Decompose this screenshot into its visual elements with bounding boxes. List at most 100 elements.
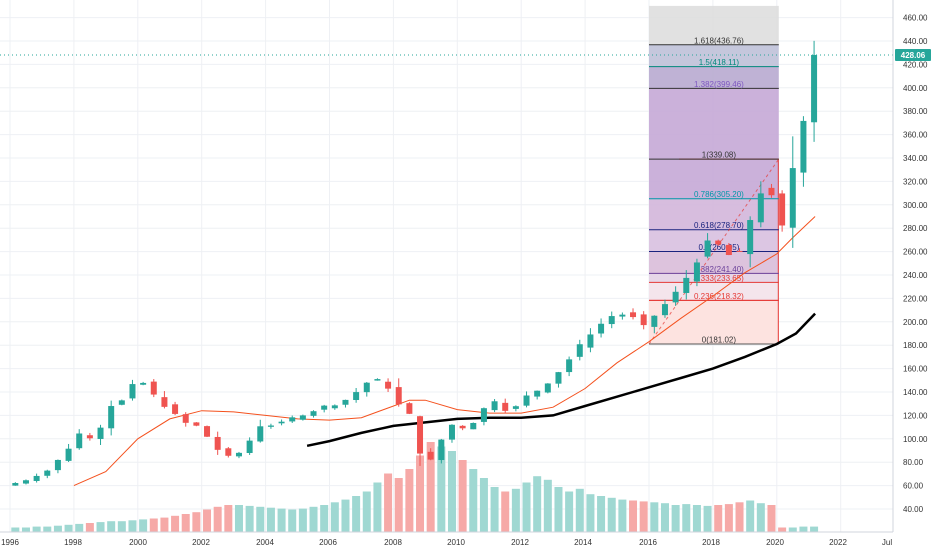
candle-body — [502, 402, 509, 411]
y-tick-label: 160.00 — [903, 365, 928, 374]
volume-bar — [213, 506, 222, 532]
volume-bar — [501, 491, 510, 532]
candle-body — [576, 344, 583, 357]
volume-bar — [682, 504, 691, 532]
volume-bar — [469, 469, 478, 532]
y-tick-label: 120.00 — [903, 411, 928, 420]
volume-bar — [746, 500, 755, 532]
volume-bar — [543, 479, 552, 532]
candle-body — [704, 240, 711, 257]
price-axis-bg — [893, 0, 932, 550]
x-tick-label: 2008 — [384, 538, 402, 547]
volume-bar — [607, 497, 616, 532]
volume-bar — [32, 526, 41, 532]
candle-body — [118, 400, 125, 405]
volume-bar — [330, 502, 339, 532]
volume-bar — [714, 505, 723, 532]
candle-body — [150, 381, 157, 395]
volume-bar — [671, 505, 680, 532]
y-tick-label: 220.00 — [903, 294, 928, 303]
candle-body — [108, 406, 115, 429]
y-tick-label: 200.00 — [903, 318, 928, 327]
x-tick-label: 2020 — [766, 538, 784, 547]
candle-body — [395, 387, 402, 405]
y-tick-label: 280.00 — [903, 224, 928, 233]
volume-bar — [245, 505, 254, 532]
candle-body — [417, 416, 424, 454]
candle-body — [566, 359, 573, 373]
candle-body — [214, 436, 221, 450]
candle-body — [374, 379, 381, 381]
candle-body — [129, 384, 136, 399]
x-tick-label: 2002 — [192, 538, 210, 547]
fib-level-label: 0.5(260.05) — [698, 243, 739, 252]
volume-bar — [181, 514, 190, 532]
volume-bar — [799, 526, 808, 532]
volume-bar — [522, 482, 531, 532]
fib-band — [649, 273, 779, 283]
candle-body — [44, 470, 51, 476]
candle-body — [630, 312, 637, 318]
candle-body — [33, 475, 40, 481]
volume-bar — [266, 507, 275, 532]
fib-level-label: 0.382(241.40) — [694, 265, 744, 274]
fib-band — [649, 66, 779, 89]
candle-body — [448, 424, 455, 440]
candle-body — [427, 451, 434, 460]
candle-body — [22, 480, 29, 484]
y-tick-label: 40.00 — [903, 505, 924, 514]
price-axis: 40.00 60.00 80.00 100.00 120.00 140.00 160.00 1… — [892, 0, 932, 550]
x-tick-label: 2004 — [256, 538, 274, 547]
y-tick-label: 60.00 — [903, 482, 924, 491]
candle-body — [331, 405, 338, 409]
volume-bar — [139, 519, 148, 532]
candle-body — [480, 408, 487, 422]
volume-bar — [650, 502, 659, 532]
fib-level-label: 1.5(418.11) — [699, 58, 740, 67]
volume-bar — [128, 520, 137, 532]
candle-body — [267, 425, 274, 427]
candle-body — [97, 427, 104, 439]
candle-body — [789, 168, 796, 228]
candle-body — [811, 54, 818, 123]
candle-body — [363, 382, 370, 393]
y-tick-label: 380.00 — [903, 107, 928, 116]
candle-body — [672, 291, 679, 303]
y-tick-label: 360.00 — [903, 131, 928, 140]
candle-body — [54, 459, 61, 471]
candle-body — [353, 392, 360, 401]
candle-body — [779, 193, 786, 226]
candle-body — [757, 193, 764, 223]
candle-body — [534, 390, 541, 397]
fib-band — [649, 282, 779, 301]
y-tick-label: 320.00 — [903, 177, 928, 186]
volume-bar — [309, 506, 318, 532]
candle-body — [385, 381, 392, 389]
candle-body — [204, 426, 211, 437]
volume-bar — [107, 521, 116, 532]
volume-bar — [660, 503, 669, 532]
candle-body — [683, 277, 690, 293]
fib-band — [649, 44, 779, 67]
candle-body — [619, 314, 626, 317]
volume-bar — [341, 499, 350, 532]
candle-body — [161, 397, 168, 407]
candle-body — [544, 383, 551, 393]
fib-level-label: 1.618(436.76) — [694, 36, 744, 45]
candle-body — [587, 334, 594, 348]
volume-bar — [629, 500, 638, 532]
fib-level-label: 0.236(218.32) — [694, 292, 744, 301]
candle-body — [438, 439, 445, 461]
time-axis: 1996 1998 2000 2002 2004 2006 2008 2010 2012 2014… — [0, 531, 932, 550]
volume-bar — [767, 505, 776, 532]
candle-body — [289, 417, 296, 422]
volume-bar — [756, 503, 765, 532]
candle-body — [235, 452, 242, 457]
volume-bar — [639, 501, 648, 532]
volume-bar — [778, 527, 787, 532]
x-tick-label: 2000 — [129, 538, 147, 547]
volume-bar — [394, 478, 403, 532]
candle-body — [342, 399, 349, 405]
